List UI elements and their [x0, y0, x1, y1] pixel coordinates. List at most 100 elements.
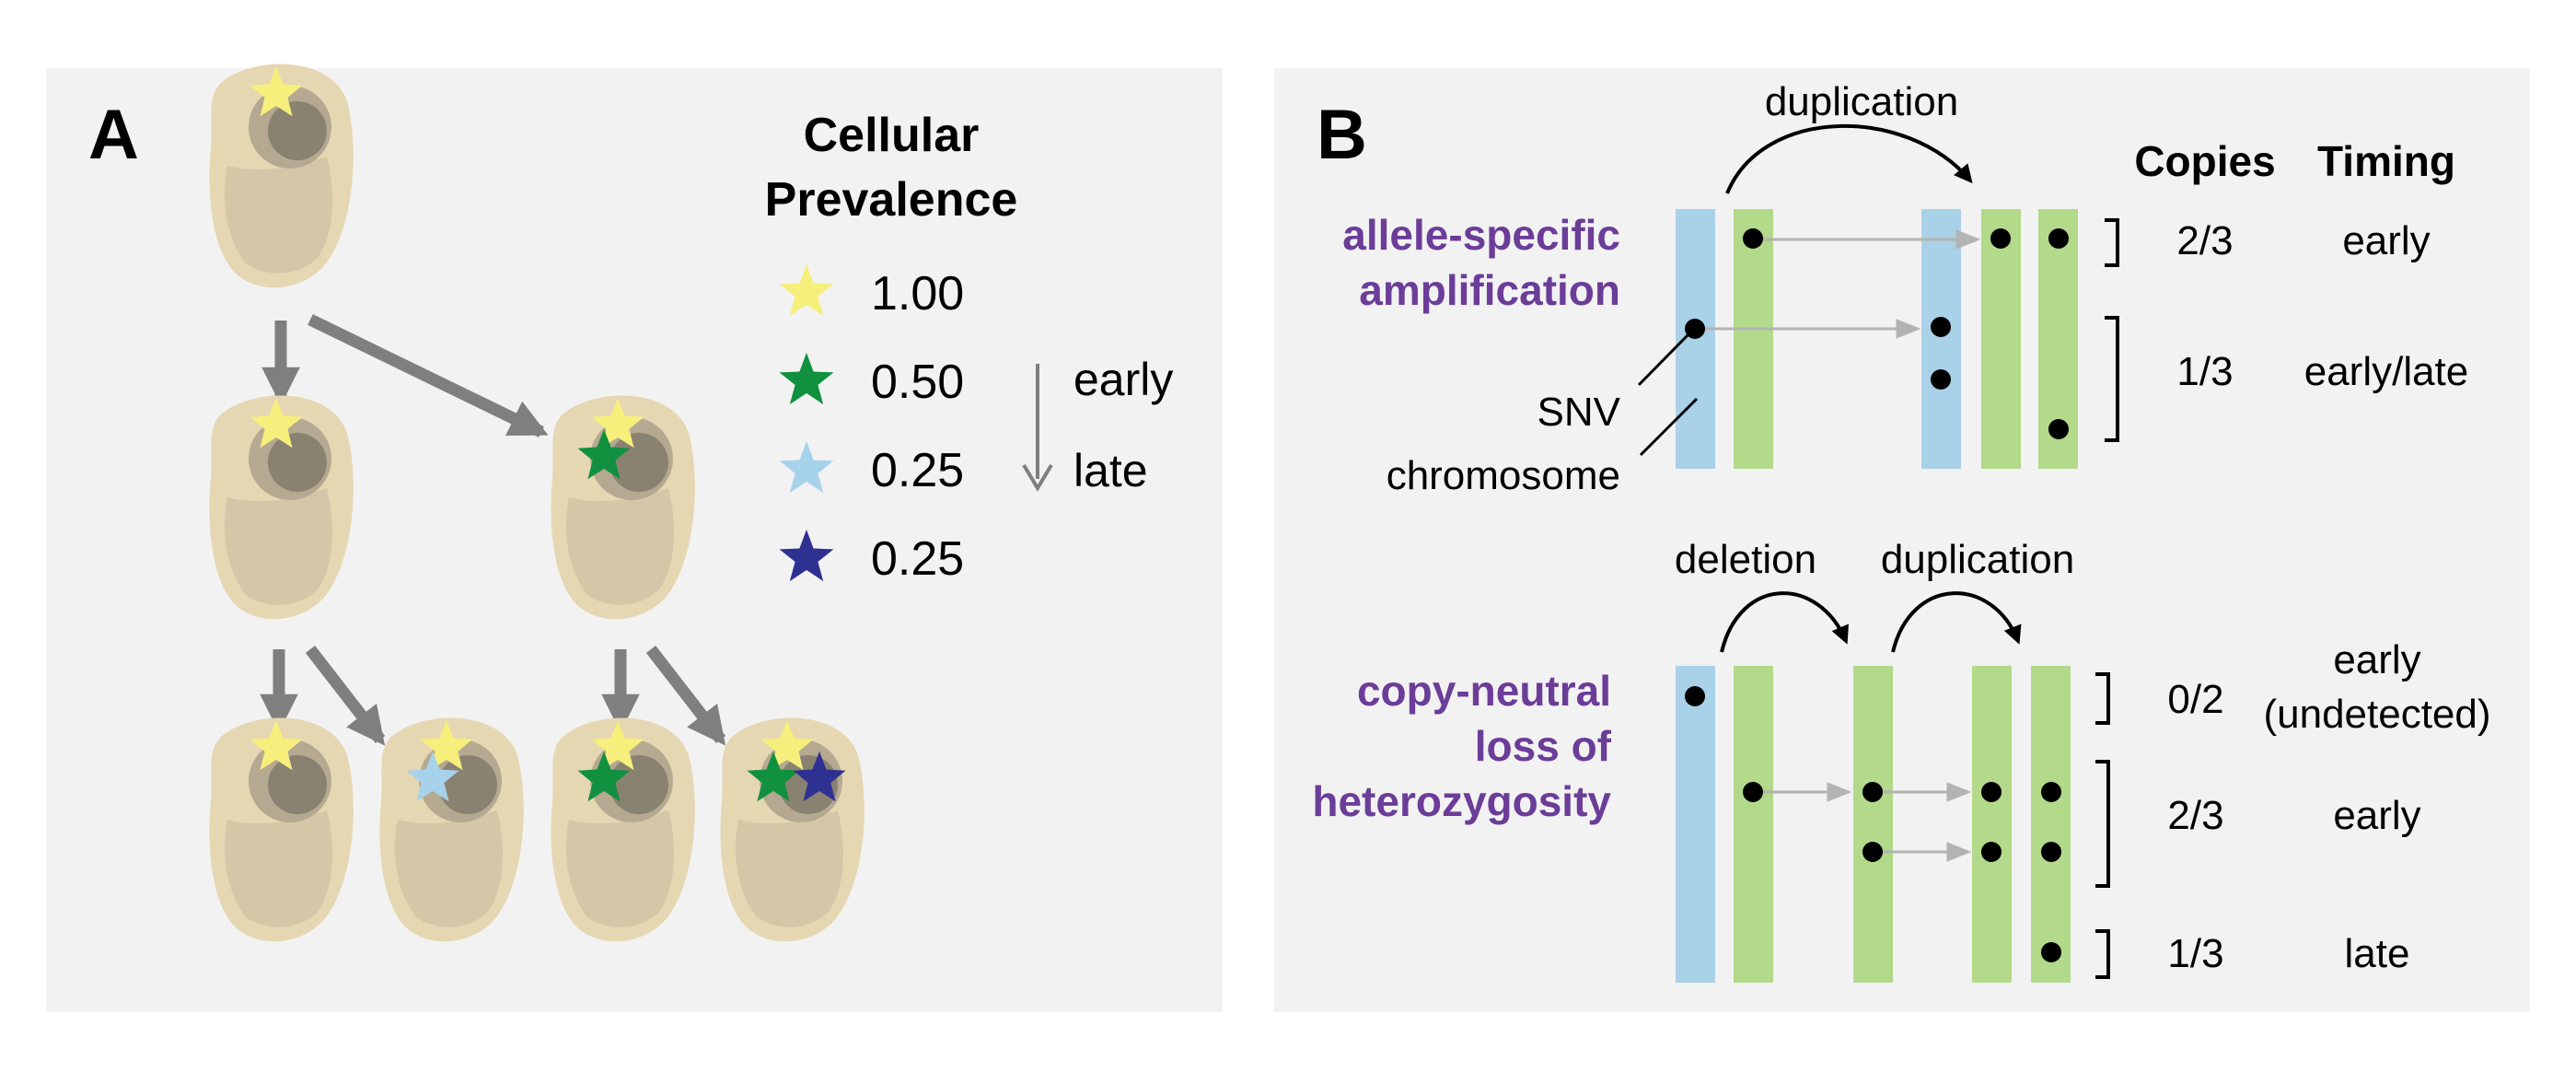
legend-star-icon [779, 353, 834, 405]
nucleolus [609, 755, 668, 814]
snv-dot [2041, 782, 2061, 802]
bottom-row3-copies: 1/3 [2167, 931, 2223, 976]
legend-value: 1.00 [871, 267, 964, 320]
top-label-line2: amplification [1359, 266, 1620, 314]
nucleolus [268, 433, 327, 492]
snv-dot [1862, 782, 1883, 802]
top-label-line1: allele-specific [1342, 211, 1620, 259]
time-arrow-head [1022, 463, 1053, 492]
cell-cytoplasm [565, 810, 674, 927]
bottom-duplication-label: duplication [1881, 537, 2074, 582]
bottom-duplication-arrow [1891, 591, 2022, 653]
top-row2-copies: 1/3 [2176, 349, 2233, 394]
cell [379, 717, 524, 942]
top-row1-copies: 2/3 [2176, 218, 2233, 263]
bracket-top-row1 [2105, 218, 2119, 267]
cell-cytoplasm [565, 488, 674, 605]
mutation-star-icon [591, 398, 644, 449]
cell-cytoplasm [224, 157, 332, 274]
legend-item: 0.25 [779, 530, 964, 586]
panel-b: B Copies Timing allele-specific amplific… [1274, 68, 2530, 1012]
panel-b-background [1274, 68, 2530, 1012]
header-copies: Copies [2134, 137, 2275, 185]
bracket-top-row2 [2105, 316, 2119, 442]
legend-value: 0.25 [871, 444, 964, 497]
top-duplication-label: duplication [1765, 79, 1958, 124]
cell [720, 717, 864, 942]
snv-dots-top [1685, 228, 2069, 439]
snv-dot [2041, 842, 2061, 862]
time-late-label: late [1073, 445, 1148, 496]
legend-star-icon [779, 530, 834, 582]
mutation-star-icon [249, 720, 303, 771]
snv-dot [1743, 782, 1763, 802]
deletion-label: deletion [1675, 537, 1816, 582]
bottom-row2-copies: 2/3 [2167, 793, 2223, 838]
legend-item: 0.25 [779, 441, 964, 497]
mutation-star-icon [577, 752, 631, 802]
mutation-star-icon [760, 720, 814, 771]
arrow-left-to-leaf2 [305, 646, 386, 746]
allele-specific-amplification: allele-specific amplification duplicatio… [1342, 79, 2468, 498]
panel-b-letter: B [1317, 96, 1367, 174]
nucleolus [268, 755, 327, 814]
time-arrow: early late [1022, 354, 1173, 496]
bottom-row3-timing: late [2345, 931, 2410, 976]
chromosome-label: chromosome [1387, 453, 1620, 498]
cell-cytoplasm [735, 810, 843, 927]
header-timing: Timing [2317, 137, 2455, 185]
chromosome-green-final-2 [2031, 666, 2071, 983]
snv-dots-bottom [1685, 686, 2061, 962]
chromosome-blue-before [1676, 209, 1715, 469]
panel-a: A Cellular Prevalence 1.00 0.50 0.25 0.25 e… [46, 64, 1223, 1012]
snv-dot [1981, 782, 2002, 802]
copy-neutral-loh: copy-neutral loss of heterozygosity dele… [1312, 537, 2491, 983]
cell-cytoplasm [224, 488, 332, 605]
legend-title-line1: Cellular [804, 109, 980, 162]
top-duplication-arrow [1725, 124, 1973, 194]
legend-title-line2: Prevalence [765, 173, 1018, 227]
prevalence-legend: Cellular Prevalence 1.00 0.50 0.25 0.25 [765, 109, 1018, 586]
cell [551, 395, 695, 620]
panel-a-letter: A [88, 96, 139, 174]
cell-tree [209, 64, 864, 942]
snv-dot [2041, 942, 2061, 962]
cell [551, 717, 695, 942]
legend-star-icon [779, 264, 834, 317]
bottom-label-line3: heterozygosity [1312, 777, 1611, 825]
mutation-star-icon [591, 720, 644, 771]
mutation-star-icon [747, 752, 800, 802]
top-row2-timing: early/late [2304, 349, 2469, 394]
cell [209, 717, 354, 942]
chromosome-blue-start [1676, 666, 1715, 983]
chromosome-green-after-1 [1981, 209, 2021, 469]
snv-dot [1981, 842, 2002, 862]
chromosome-green-start [1734, 666, 1773, 983]
top-row1-timing: early [2342, 218, 2430, 263]
snv-dot [1743, 228, 1763, 249]
chromosome-green-before [1734, 209, 1773, 469]
bracket-bottom-row1 [2095, 672, 2110, 725]
cell [209, 395, 354, 620]
mutation-star-icon [577, 429, 631, 480]
chromosome-blue-after [1921, 209, 1961, 469]
mutation-star-icon [420, 720, 473, 771]
bottom-row2-timing: early [2333, 793, 2420, 838]
mutation-star-icon [249, 398, 303, 449]
bottom-label-line2: loss of [1475, 722, 1612, 770]
bottom-row1-copies: 0/2 [2167, 677, 2223, 722]
bottom-label-line1: copy-neutral [1357, 667, 1611, 715]
legend-items: 1.00 0.50 0.25 0.25 [779, 264, 964, 586]
chromosome-green-final-1 [1972, 666, 2012, 983]
legend-star-icon [779, 441, 834, 494]
snv-dot [1862, 842, 1883, 862]
bracket-bottom-row3 [2095, 929, 2110, 979]
legend-value: 0.25 [871, 532, 964, 586]
bottom-row1-timing-line1: early [2333, 637, 2420, 682]
time-early-label: early [1073, 354, 1173, 405]
snv-dot [1931, 317, 1951, 337]
snv-dot [2048, 228, 2069, 249]
legend-item: 1.00 [779, 264, 964, 320]
lineage-arrows [260, 314, 726, 746]
